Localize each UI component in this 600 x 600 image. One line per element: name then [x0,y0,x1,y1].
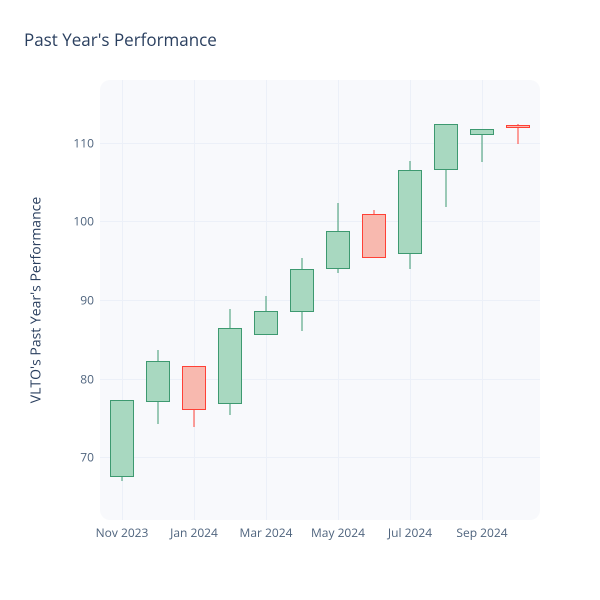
chart-title: Past Year's Performance [24,28,217,51]
candlestick [470,80,494,520]
x-tick-label: Jan 2024 [170,524,218,541]
y-axis-title: VLTO's Past Year's Performance [27,197,46,403]
y-tick-label: 90 [54,292,94,309]
plot-area [100,80,540,520]
candlestick-body [434,124,458,170]
x-tick-label: May 2024 [311,524,365,541]
candlestick-body [362,214,386,257]
y-tick-label: 70 [54,449,94,466]
candlestick-body [470,129,494,135]
candlestick-body [254,311,278,335]
candlestick-body [146,361,170,403]
candlestick [398,80,422,520]
x-tick-label: Nov 2023 [96,524,149,541]
y-tick-label: 80 [54,370,94,387]
x-tick-label: Mar 2024 [240,524,293,541]
candlestick-body [506,125,530,128]
candlestick-body [110,400,134,477]
candlestick-body [398,170,422,254]
candlestick-body [218,328,242,404]
y-tick-label: 100 [54,213,94,230]
candlestick [110,80,134,520]
candlestick-body [182,366,206,410]
candlestick [182,80,206,520]
x-tick-label: Sep 2024 [456,524,507,541]
x-tick-label: Jul 2024 [388,524,432,541]
y-tick-label: 110 [54,134,94,151]
candlestick [254,80,278,520]
candlestick [326,80,350,520]
candlestick-body [290,269,314,312]
candlestick [362,80,386,520]
candlestick [290,80,314,520]
candlestick [434,80,458,520]
candlestick [506,80,530,520]
candlestick [146,80,170,520]
candlestick [218,80,242,520]
candlestick-body [326,231,350,269]
